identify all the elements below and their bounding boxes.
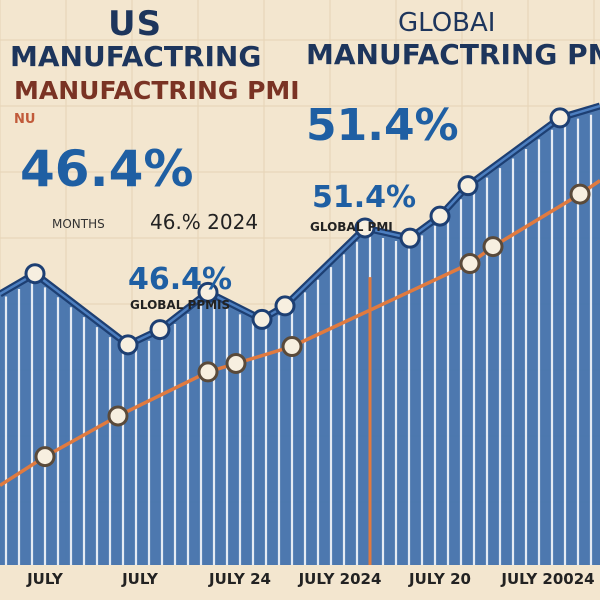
global-data-point	[281, 336, 303, 358]
global-data-point	[482, 236, 504, 258]
x-tick-label: JULY	[27, 570, 63, 588]
us-title-line-2: MANUFACTRING	[10, 40, 262, 73]
global-small-label: GLOBAL PMI	[310, 220, 393, 234]
x-tick-label: JULY 24	[209, 570, 271, 588]
us-data-point	[429, 205, 451, 227]
months-value: 46.% 2024	[150, 210, 259, 234]
global-pmi-line	[0, 179, 600, 487]
global-data-point	[225, 352, 247, 374]
chart-points	[24, 107, 591, 468]
x-tick-label: JULY 2024	[298, 570, 382, 588]
us-small-label: GLOBAL PPMIS	[130, 298, 231, 312]
us-data-point	[274, 295, 296, 317]
global-data-point	[569, 183, 591, 205]
x-tick-label: JULY 20	[409, 570, 471, 588]
us-accent-text: NU	[14, 112, 36, 127]
x-tick-label: JULY 20024	[501, 570, 595, 588]
global-title-line-2: MANUFACTRING PMI	[306, 38, 600, 71]
global-data-point	[107, 405, 129, 427]
global-data-point	[197, 361, 219, 383]
us-data-point	[549, 107, 571, 129]
us-subtitle: MANUFACTRING PMI	[14, 76, 300, 105]
us-data-point	[354, 217, 376, 239]
us-title: US	[108, 4, 163, 44]
us-small-value: 46.4%	[128, 262, 233, 297]
x-tick-label: JULY	[122, 570, 158, 588]
us-data-point	[457, 175, 479, 197]
us-headline-value: 46.4%	[20, 140, 194, 198]
global-headline-value: 51.4%	[306, 100, 459, 151]
us-data-point	[24, 263, 46, 285]
global-data-point	[459, 253, 481, 275]
us-data-point	[197, 281, 219, 303]
us-data-point	[399, 227, 421, 249]
months-label: MONTHS	[52, 217, 105, 231]
global-data-point	[34, 446, 56, 468]
global-small-value: 51.4%	[312, 180, 417, 215]
us-data-point	[251, 308, 273, 330]
global-title: GLOBAI	[398, 8, 496, 38]
us-data-point	[149, 319, 171, 341]
us-data-point	[117, 334, 139, 356]
